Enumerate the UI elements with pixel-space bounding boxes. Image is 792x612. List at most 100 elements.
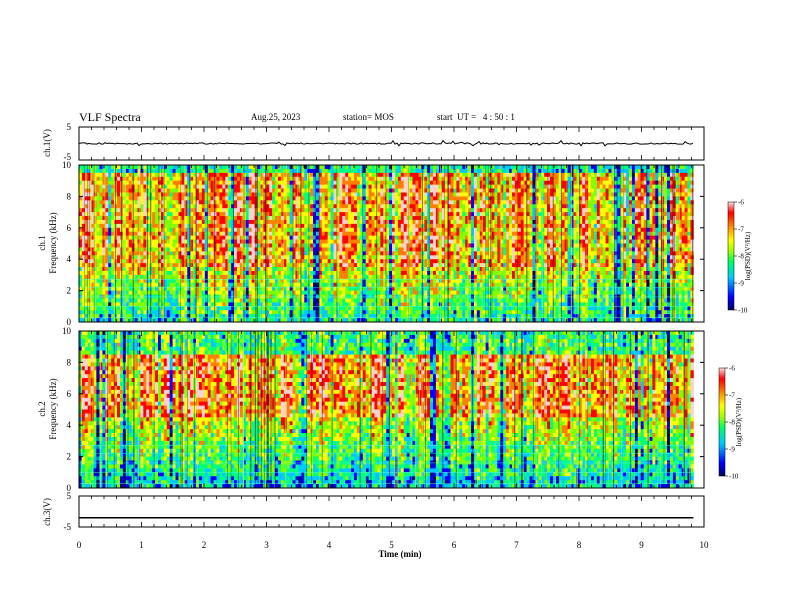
- spectrogram-cell: [260, 219, 264, 225]
- spectrogram-cell: [377, 306, 381, 311]
- spectrogram-cell: [403, 196, 408, 201]
- spectrogram-cell: [96, 298, 100, 303]
- spectrogram-cell: [266, 270, 270, 276]
- spectrogram-cell: [84, 172, 89, 178]
- spectrogram-cell: [193, 235, 197, 240]
- spectrogram-cell: [210, 306, 214, 311]
- spectrogram-cell: [152, 176, 156, 182]
- spectrogram-cell: [219, 310, 223, 315]
- spectrogram-cell: [269, 259, 273, 264]
- spectrogram-cell: [187, 216, 191, 221]
- spectrogram-cell: [245, 274, 250, 280]
- spectrogram-cell: [257, 270, 261, 276]
- spectrogram-cell: [292, 267, 296, 272]
- spectrogram-cell: [415, 227, 419, 233]
- spectrogram-cell: [204, 165, 209, 170]
- spectrogram-cell: [275, 188, 279, 193]
- spectrogram-cell: [155, 212, 159, 217]
- spectrogram-cell: [152, 314, 156, 319]
- spectrogram-cell: [111, 310, 115, 315]
- spectrogram-cell: [324, 274, 329, 280]
- spectrogram-cell: [339, 176, 343, 182]
- spectrogram-cell: [184, 188, 188, 193]
- spectrogram-cell: [236, 188, 241, 193]
- spectrogram-cell: [260, 251, 264, 256]
- spectrogram-cell: [321, 314, 326, 319]
- spectrogram-cell: [403, 235, 408, 240]
- spectrogram-cell: [213, 278, 217, 284]
- spectrogram-cell: [84, 204, 89, 209]
- spectrogram-cell: [228, 306, 232, 311]
- spectrogram-cell: [111, 270, 115, 276]
- spectrogram-cell: [321, 200, 326, 205]
- spectrogram-cell: [140, 184, 144, 189]
- spectrogram-cell: [242, 270, 247, 276]
- spectrogram-cell: [198, 306, 203, 311]
- spectrogram-cell: [222, 208, 226, 213]
- spectrogram-cell: [339, 267, 343, 272]
- spectrogram-cell: [348, 223, 352, 229]
- spectrogram-cell: [324, 263, 329, 268]
- spectrogram-cell: [310, 231, 314, 237]
- spectrogram-cell: [421, 255, 425, 260]
- spectrogram-cell: [280, 318, 285, 323]
- spectrogram-cell: [234, 239, 238, 244]
- spectrogram-cell: [433, 270, 437, 276]
- spectrogram-cell: [99, 176, 103, 182]
- spectrogram-cell: [304, 290, 308, 295]
- spectrogram-cell: [272, 212, 276, 217]
- spectrogram-cell: [143, 208, 147, 213]
- spectrogram-cell: [81, 239, 86, 244]
- spectrogram-cell: [160, 314, 165, 319]
- spectrogram-cell: [257, 239, 261, 244]
- spectrogram-cell: [111, 302, 115, 307]
- spectrogram-cell: [272, 290, 276, 295]
- spectrogram-cell: [368, 165, 372, 170]
- spectrogram-cell: [277, 274, 282, 280]
- spectrogram-cell: [362, 208, 367, 213]
- spectrogram-cell: [330, 251, 334, 256]
- spectrogram-cell: [213, 188, 217, 193]
- spectrogram-cell: [225, 255, 229, 260]
- spectrogram-cell: [128, 302, 133, 307]
- spectrogram-cell: [315, 235, 320, 240]
- spectrogram-cell: [190, 298, 194, 303]
- spectrogram-cell: [342, 314, 346, 319]
- spectrogram-cell: [269, 216, 273, 221]
- spectrogram-cell: [105, 227, 109, 233]
- spectrogram-cell: [389, 165, 393, 170]
- spectrogram-cell: [275, 231, 279, 237]
- spectrogram-cell: [102, 251, 106, 256]
- spectrogram-cell: [84, 165, 89, 170]
- spectrogram-cell: [219, 267, 223, 272]
- spectrogram-cell: [315, 270, 320, 276]
- spectrogram-cell: [380, 263, 384, 268]
- spectrogram-cell: [169, 251, 174, 256]
- spectrogram-cell: [204, 255, 209, 260]
- spectrogram-cell: [304, 184, 308, 189]
- spectrogram-cell: [79, 298, 83, 303]
- spectrogram-cell: [289, 270, 293, 276]
- spectrogram-cell: [157, 243, 162, 248]
- spectrogram-cell: [99, 267, 103, 272]
- spectrogram-cell: [84, 192, 89, 197]
- spectrogram-cell: [257, 302, 261, 307]
- spectrogram-cell: [231, 318, 235, 323]
- spectrogram-cell: [125, 184, 130, 189]
- spectrogram-cell: [160, 235, 165, 240]
- spectrogram-cell: [108, 176, 112, 182]
- spectrogram-cell: [368, 267, 372, 272]
- spectrogram-cell: [394, 168, 399, 174]
- spectrogram-cell: [128, 286, 133, 292]
- spectrogram-cell: [389, 188, 393, 193]
- spectrogram-cell: [257, 184, 261, 189]
- spectrogram-cell: [289, 255, 293, 260]
- spectrogram-cell: [99, 168, 103, 174]
- spectrogram-cell: [242, 219, 247, 225]
- spectrogram-cell: [117, 200, 121, 205]
- spectrogram-cell: [286, 259, 291, 264]
- spectrogram-cell: [219, 243, 223, 248]
- spectrogram-cell: [277, 278, 282, 284]
- spectrogram-cell: [327, 310, 332, 315]
- spectrogram-cell: [108, 298, 112, 303]
